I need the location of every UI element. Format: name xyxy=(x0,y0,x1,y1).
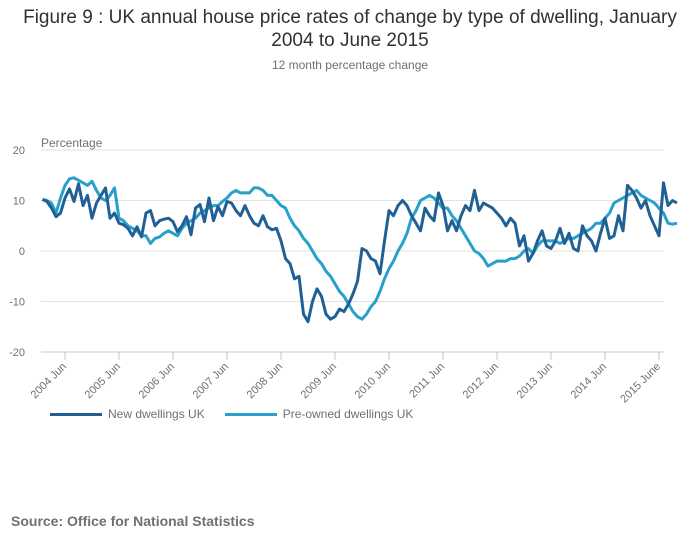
y-tick-labels: 20 10 0 -10 -20 xyxy=(9,145,25,359)
x-axis: 2004 Jun 2005 Jun 2006 Jun 2007 Jun 2008 Jun… xyxy=(29,352,663,405)
y-tick-label: -20 xyxy=(9,347,25,359)
x-tick-label: 2009 Jun xyxy=(299,361,339,401)
legend-swatch-new-dwellings xyxy=(50,412,102,416)
series-line-new-dwellings xyxy=(41,181,678,324)
x-tick-label: 2014 Jun xyxy=(569,361,609,401)
y-tick-label: 0 xyxy=(19,246,25,258)
x-tick-label: 2007 Jun xyxy=(191,361,231,401)
chart-subtitle: 12 month percentage change xyxy=(271,58,429,72)
x-tick-label: 2004 Jun xyxy=(29,361,69,401)
x-tick-label: 2011 Jun xyxy=(407,361,447,401)
x-tick-label: 2015 June xyxy=(618,361,663,406)
y-tick-label: 10 xyxy=(13,196,25,208)
x-tick-label: 2008 Jun xyxy=(245,361,285,401)
source-note: Source: Office for National Statistics xyxy=(11,513,255,529)
x-tick-label: 2005 Jun xyxy=(83,361,123,401)
series-line-pre-owned-dwellings xyxy=(42,176,678,321)
y-tick-label: -10 xyxy=(9,297,25,309)
legend-label-pre-owned-dwellings: Pre-owned dwellings UK xyxy=(282,407,414,421)
legend-swatch-pre-owned-dwellings xyxy=(224,412,277,416)
gridlines xyxy=(41,149,664,353)
x-tick-label: 2006 Jun xyxy=(137,361,177,401)
x-tick-label: 2010 Jun xyxy=(353,361,393,401)
y-tick-label: 20 xyxy=(13,145,25,157)
legend-item-pre-owned-dwellings[interactable]: Pre-owned dwellings UK xyxy=(224,407,414,421)
chart-title: Figure 9 : UK annual house price rates o… xyxy=(23,7,677,51)
x-tick-label: 2013 Jun xyxy=(515,361,555,401)
legend-item-new-dwellings[interactable]: New dwellings UK xyxy=(50,407,205,421)
series-lines xyxy=(41,176,678,324)
x-tick-label: 2012 Jun xyxy=(461,361,501,401)
legend-label-new-dwellings: New dwellings UK xyxy=(108,407,205,421)
legend: New dwellings UK Pre-owned dwellings UK xyxy=(50,407,433,421)
y-axis-label: Percentage xyxy=(41,136,103,150)
